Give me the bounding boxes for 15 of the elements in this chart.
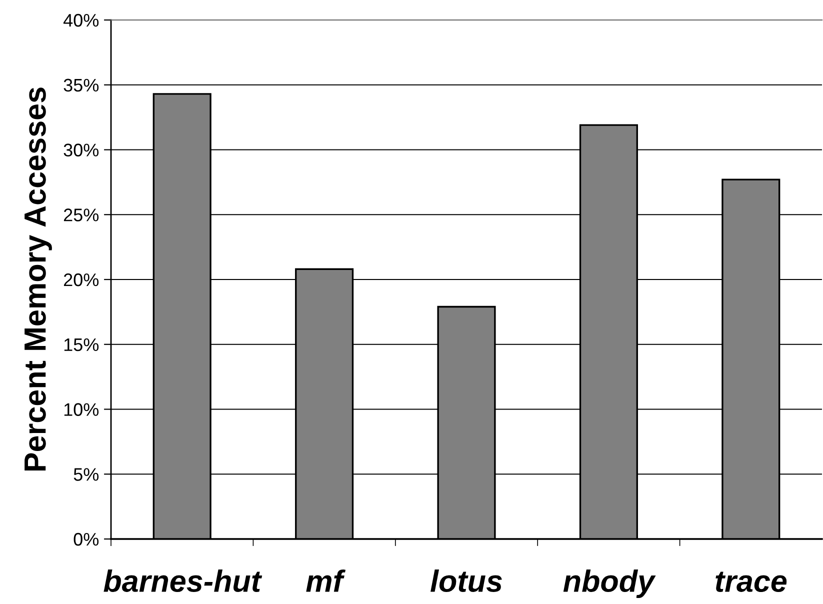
- y-tick-label: 30%: [64, 144, 99, 156]
- y-tick-label: 40%: [63, 14, 99, 27]
- y-tick-label: 10%: [64, 403, 99, 416]
- y-axis-title: Percent Memory Accesses: [24, 88, 52, 470]
- y-tick-label: 15%: [64, 338, 99, 352]
- x-tick-label: trace: [716, 572, 787, 592]
- y-tick-label: 35%: [64, 78, 99, 92]
- y-tick-label: 0%: [74, 532, 99, 546]
- y-tick-label: 25%: [64, 208, 99, 222]
- y-tick-label: 20%: [64, 273, 99, 286]
- y-tick-label: 5%: [74, 468, 99, 481]
- x-tick-label: lotus: [430, 570, 502, 592]
- x-tick-label: nbody: [563, 570, 656, 598]
- x-tick-label: mf: [306, 570, 346, 592]
- x-tick-label: barnes-hut: [104, 570, 262, 592]
